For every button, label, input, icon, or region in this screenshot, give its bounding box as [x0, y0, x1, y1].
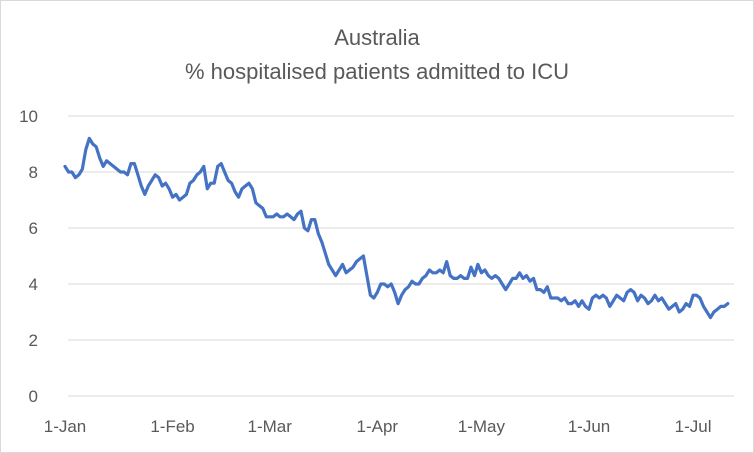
- x-tick-label: 1-May: [458, 417, 506, 436]
- y-tick-label: 8: [29, 163, 38, 182]
- y-tick-label: 0: [29, 387, 38, 406]
- y-tick-label: 4: [29, 275, 38, 294]
- x-tick-label: 1-Jul: [675, 417, 712, 436]
- x-tick-label: 1-Jun: [568, 417, 611, 436]
- y-tick-label: 2: [29, 331, 38, 350]
- x-tick-label: 1-Jan: [44, 417, 87, 436]
- y-tick-label: 10: [19, 107, 38, 126]
- x-tick-label: 1-Mar: [248, 417, 293, 436]
- y-tick-label: 6: [29, 219, 38, 238]
- series-line-0: [63, 136, 730, 320]
- chart-title: Australia: [334, 25, 420, 50]
- chart-subtitle: % hospitalised patients admitted to ICU: [185, 59, 569, 84]
- x-tick-label: 1-Feb: [150, 417, 194, 436]
- x-tick-label: 1-Apr: [357, 417, 399, 436]
